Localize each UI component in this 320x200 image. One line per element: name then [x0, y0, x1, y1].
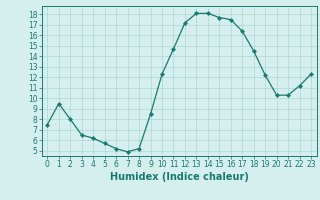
X-axis label: Humidex (Indice chaleur): Humidex (Indice chaleur) — [110, 172, 249, 182]
